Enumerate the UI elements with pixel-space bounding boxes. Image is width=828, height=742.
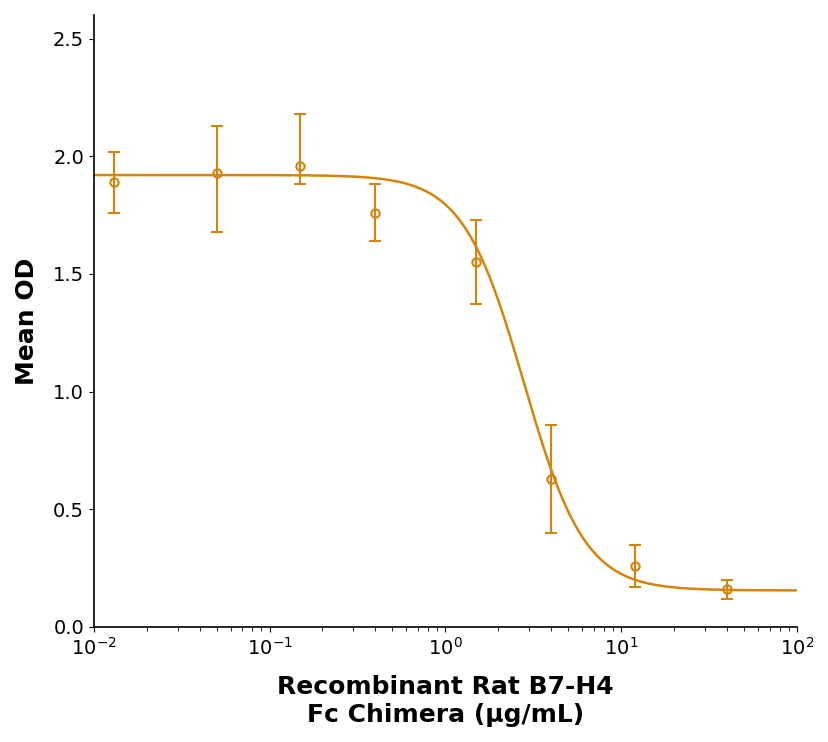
Y-axis label: Mean OD: Mean OD	[15, 257, 39, 384]
X-axis label: Recombinant Rat B7-H4
Fc Chimera (μg/mL): Recombinant Rat B7-H4 Fc Chimera (μg/mL)	[277, 675, 613, 727]
